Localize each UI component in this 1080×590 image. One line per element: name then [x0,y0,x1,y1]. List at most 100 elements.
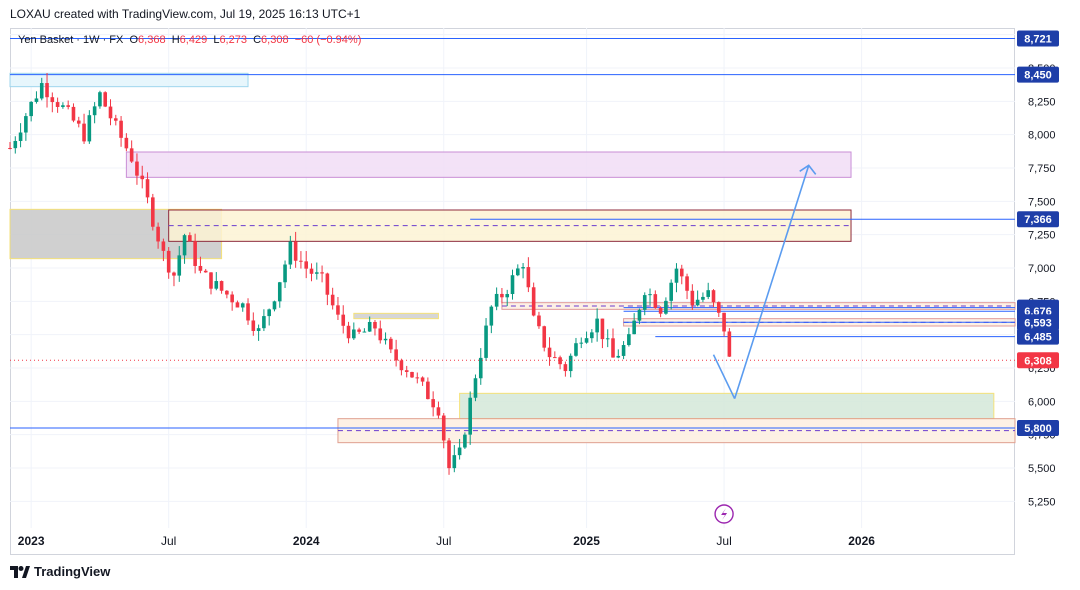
y-tick-label: 7,500 [1028,196,1056,208]
candle-body [505,294,510,298]
candle [526,257,531,293]
candle-body [489,306,494,326]
candle [584,331,589,344]
candle-body [166,250,171,273]
candle [389,336,393,354]
candle-body [98,92,102,107]
open-label: O [129,34,139,46]
candle-body [383,338,388,341]
candle-body [103,92,108,107]
candle-body [701,296,705,300]
candle [727,328,732,357]
candle [648,288,652,306]
candle [172,271,176,287]
candle-body [177,255,182,276]
candle-body [108,106,113,119]
candle-body [373,321,377,329]
candle [722,312,726,337]
price-tag [1017,352,1059,369]
candle-body [18,132,23,141]
candle [690,284,695,310]
candle-body [484,325,488,358]
candle-body [695,299,700,306]
candle [251,312,256,336]
candle [18,123,23,148]
candle-body [214,281,219,289]
candle [457,438,462,460]
candle [357,327,361,334]
candle-body [71,106,76,121]
candle [468,391,472,445]
candle [653,290,658,309]
candle-body [690,290,695,306]
candle [568,353,573,378]
candle [484,318,488,361]
candle [632,313,636,335]
candle-body [129,148,134,162]
candle-body [352,329,356,339]
candle-body [113,118,118,121]
candle [119,116,123,147]
candle [695,290,700,307]
candle [341,305,346,334]
candle-body [574,343,578,356]
candle [135,153,139,185]
candle-body [542,326,547,348]
candle [679,264,684,285]
candle-body [45,83,49,98]
candle-body [447,440,451,469]
candle-body [611,338,615,358]
candle [151,193,155,231]
candle-body [55,102,60,107]
tradingview-logo[interactable]: TradingView [10,564,110,579]
candle [129,140,134,163]
candle-body [515,268,520,276]
x-tick-label: 2024 [293,534,320,548]
candle [415,372,420,384]
candle [39,77,44,101]
symbol-legend: Yen Basket · 1W · FX O6,368 H6,429 L6,27… [18,34,361,46]
candle-body [478,357,483,379]
candle-body [87,115,92,142]
candle [320,265,324,283]
candle-body [706,290,711,297]
candle [161,238,166,262]
candle-body [320,272,324,274]
candle [373,320,377,336]
candle-body [473,378,478,398]
candle [478,348,483,385]
candle [219,280,224,294]
candle [98,90,102,109]
candle [642,292,647,316]
zone-box [459,392,995,420]
candle-body [293,241,298,261]
candle [92,102,97,124]
candle-body [193,241,197,266]
candle [283,260,287,289]
price-tag-label: 8,721 [1024,34,1052,46]
candle [262,309,266,332]
candle-body [209,272,213,289]
candle [431,391,435,417]
y-tick-label: 8,250 [1028,96,1056,108]
horizontal-line-layer [10,38,1015,429]
candle [621,341,626,360]
projection-arrow-up [733,165,810,399]
candle [404,365,409,378]
candle [394,339,398,367]
candle [685,273,689,300]
candle [579,337,584,349]
top-bar: LOXAU created with TradingView.com, Jul … [0,0,1080,28]
candle-body [235,302,240,308]
candle [494,287,499,311]
candle-body [674,268,679,283]
chart-frame[interactable] [10,28,1015,555]
candle [547,337,552,366]
candle-body [521,267,525,269]
candle [34,91,39,104]
candle [658,306,663,318]
candle-body [563,364,568,372]
candle-body [219,281,224,291]
candle [193,233,197,274]
